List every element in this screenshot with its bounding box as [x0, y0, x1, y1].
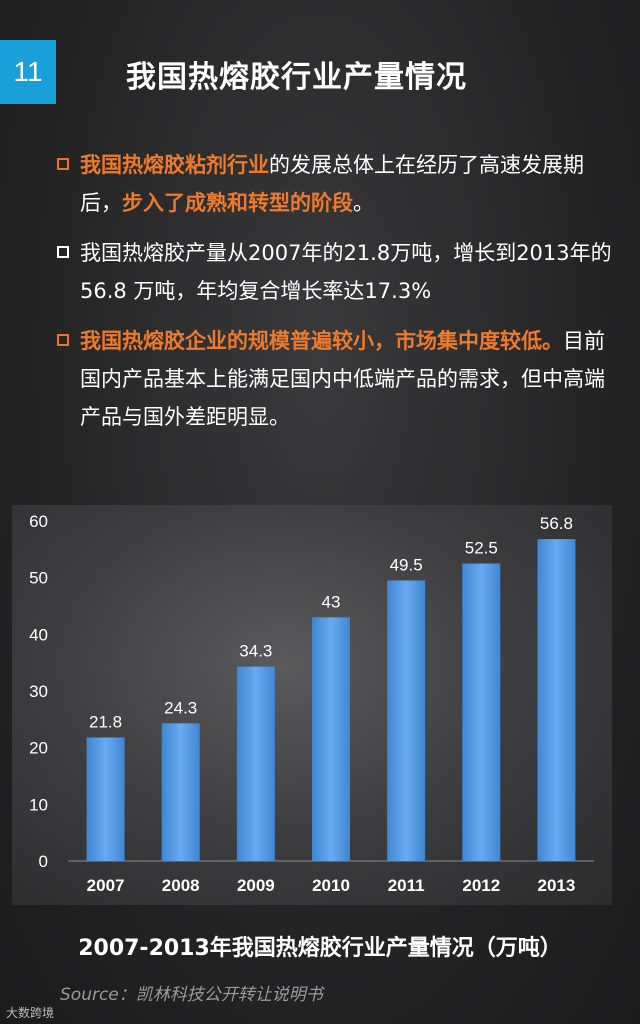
bar-2010	[312, 617, 350, 861]
y-tick-label: 60	[29, 512, 48, 531]
bar-chart: 0 10 20 30 40 50 60 21.8 2007 24.3 2008 34.3 2009 43 2…	[29, 512, 594, 895]
x-tick-label: 2010	[312, 876, 350, 895]
bar-2012	[462, 563, 501, 861]
bullet-item: 我国热熔胶产量从2007年的21.8万吨，增长到2013年的 56.8 万吨，年…	[54, 234, 624, 310]
chart-panel: 0 10 20 30 40 50 60 21.8 2007 24.3 2008 34.3 2009 43 2…	[12, 505, 612, 905]
checkbox-square-icon	[57, 246, 69, 258]
chart-caption: 2007-2013年我国热熔胶行业产量情况（万吨）	[78, 936, 562, 961]
x-tick-label: 2011	[388, 876, 425, 895]
x-tick-label: 2008	[162, 876, 200, 895]
page-title: 我国热熔胶行业产量情况	[126, 60, 467, 95]
data-label: 43	[322, 592, 341, 611]
bullet-text: 的发展总体上在经历了高速发展期后，	[80, 153, 584, 215]
bullet-text: 。	[353, 191, 374, 215]
y-tick-label: 30	[29, 682, 48, 701]
bullet-item: 我国热熔胶企业的规模普遍较小，市场集中度较低。目前国内产品基本上能满足国内中低端…	[54, 322, 624, 436]
x-tick-label: 2007	[87, 876, 125, 895]
data-label: 34.3	[239, 642, 272, 661]
brand-logo: 大数跨境	[6, 1006, 55, 1020]
bar-2007	[86, 737, 125, 861]
page-number: 11	[0, 40, 56, 104]
y-tick-label: 40	[29, 625, 48, 644]
bullet-text: 我国热熔胶产量从2007年的21.8万吨，增长到2013年的 56.8 万吨，年…	[80, 241, 612, 303]
bar-2009	[236, 666, 275, 861]
bar-2013	[537, 539, 576, 861]
x-tick-label: 2012	[462, 876, 500, 895]
y-tick-label: 10	[29, 795, 48, 814]
y-tick-label: 50	[29, 569, 48, 588]
data-label: 52.5	[465, 539, 498, 558]
data-label: 56.8	[540, 514, 573, 533]
bullet-highlight-text: 我国热熔胶粘剂行业	[80, 153, 269, 177]
data-label: 49.5	[390, 556, 423, 575]
y-tick-label: 20	[29, 739, 48, 758]
checkbox-square-icon	[57, 334, 69, 346]
checkbox-square-icon	[57, 158, 69, 170]
bullet-text: 目前国内产品基本上能满足国内中低端产品的需求，但中高端产品与国外差距明显。	[80, 329, 605, 429]
x-tick-label: 2013	[538, 876, 576, 895]
bullet-highlight-text: 步入了成熟和转型的阶段	[122, 191, 353, 215]
x-tick-label: 2009	[237, 876, 275, 895]
bullet-list: 我国热熔胶粘剂行业的发展总体上在经历了高速发展期后，步入了成熟和转型的阶段。 我国…	[54, 146, 624, 448]
source-note: Source：凯林科技公开转让说明书	[60, 985, 323, 1005]
y-tick-label: 0	[39, 852, 48, 871]
data-label: 24.3	[164, 698, 197, 717]
data-label: 21.8	[89, 712, 122, 731]
bullet-highlight-text: 我国热熔胶企业的规模普遍较小，市场集中度较低。	[80, 329, 563, 353]
bullet-item: 我国热熔胶粘剂行业的发展总体上在经历了高速发展期后，步入了成熟和转型的阶段。	[54, 146, 624, 222]
bar-2008	[161, 723, 200, 861]
bar-2011	[387, 580, 426, 861]
